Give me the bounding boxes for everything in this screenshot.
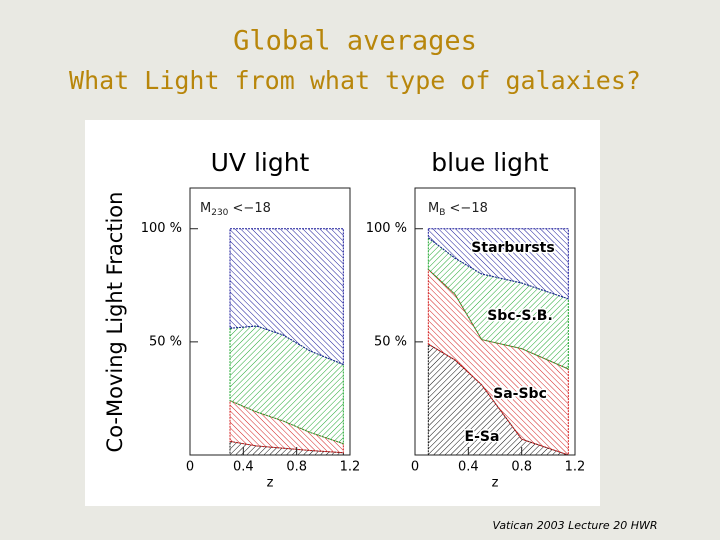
stacked-area (427, 268, 569, 456)
y-tick-label: 100 % (366, 221, 407, 236)
annotation-part: <−18 (445, 201, 487, 216)
series-label: Sa-Sbc (493, 386, 547, 402)
y-tick-label: 50 % (374, 334, 407, 349)
stacked-area (229, 399, 344, 454)
annotation-part: M (428, 201, 439, 216)
series-label: Starbursts (471, 240, 554, 256)
annotation-part: <−18 (228, 201, 270, 216)
y-tick-label: 100 % (141, 221, 182, 236)
x-tick-label: 1.2 (340, 460, 361, 475)
x-tick-label: 0.8 (511, 460, 532, 475)
x-tick-label: 0 (186, 460, 194, 475)
footer: Vatican 2003 Lecture 20 HWR (493, 519, 658, 532)
slide-title: Global averages (233, 26, 477, 57)
chart-title: UV light (211, 148, 310, 177)
annotation-part: B (439, 208, 445, 218)
x-tick-label: 0.8 (286, 460, 307, 475)
plot-frame (414, 187, 576, 456)
annotation: M230 <−18 (200, 201, 271, 218)
stacked-area (229, 228, 344, 366)
annotation-part: M (200, 201, 211, 216)
x-tick-label: 0.4 (458, 460, 479, 475)
slide-subtitle: What Light from what type of galaxies? (69, 66, 641, 95)
x-axis-label: z (267, 476, 274, 491)
annotation-part: 230 (211, 208, 228, 218)
x-axis-label: z (492, 476, 499, 491)
y-axis-label: Co-Moving Light Fraction (103, 192, 127, 453)
y-tick-label: 50 % (149, 334, 182, 349)
stacked-area (427, 228, 569, 300)
chart-title: blue light (431, 148, 549, 177)
x-tick-label: 0 (411, 460, 419, 475)
series-label: E-Sa (465, 429, 500, 445)
x-tick-label: 0.4 (233, 460, 254, 475)
plot-frame (189, 187, 351, 456)
annotation: MB <−18 (428, 201, 488, 218)
x-tick-label: 1.2 (565, 460, 586, 475)
series-label: Sbc-S.B. (487, 308, 553, 324)
